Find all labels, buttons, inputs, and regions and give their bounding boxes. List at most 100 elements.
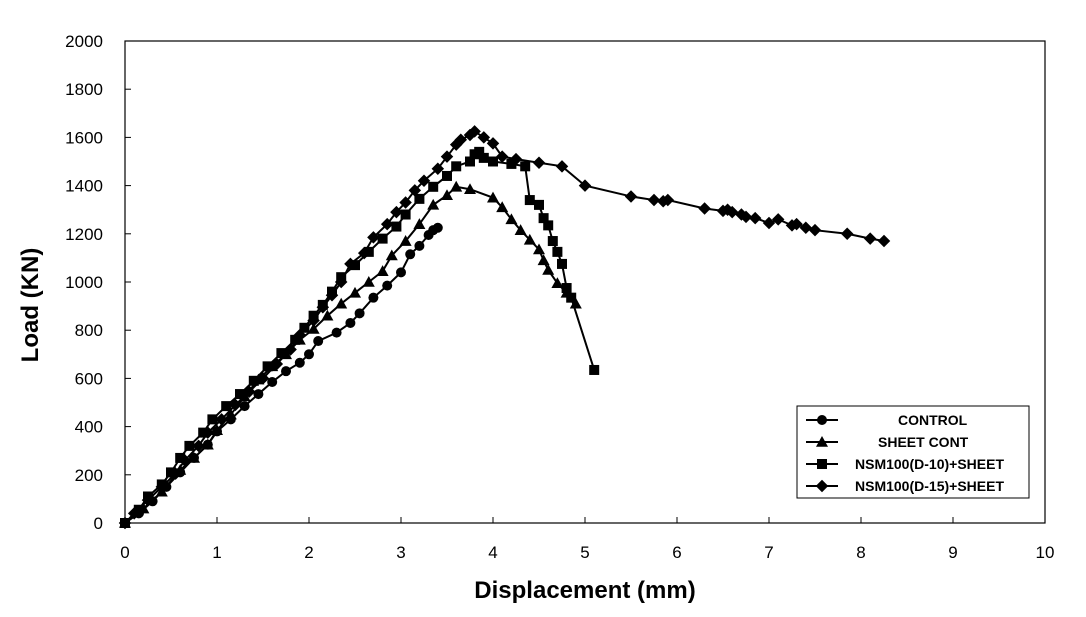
series-4-point	[215, 413, 228, 426]
legend-point	[817, 459, 827, 469]
series-3-point	[207, 414, 218, 425]
x-tick-label: 4	[488, 543, 497, 562]
series-4-point	[624, 190, 638, 203]
series-2-point	[201, 438, 214, 450]
series-3-point	[589, 364, 600, 375]
series-3-point	[543, 220, 554, 231]
y-tick-label: 600	[75, 369, 103, 388]
series-3-point	[538, 213, 549, 224]
legend-box	[796, 405, 1030, 499]
series-4-point	[256, 372, 270, 385]
series-4-point	[334, 275, 348, 289]
series-4-point	[242, 385, 256, 398]
series-4-point	[454, 133, 468, 147]
x-tick-label: 1	[212, 543, 221, 562]
series-1-point	[239, 401, 250, 412]
series-3-point	[520, 161, 531, 172]
series-4-point	[155, 480, 169, 494]
x-tick-label: 2	[304, 543, 313, 562]
series-2-point	[441, 189, 453, 201]
series-1-point	[405, 249, 416, 260]
series-4-point	[877, 234, 891, 248]
series-3-point	[299, 322, 310, 333]
series-3-point	[290, 334, 301, 345]
series-4-point	[307, 314, 320, 327]
legend-label: CONTROL	[898, 412, 968, 428]
x-tick-label: 8	[856, 543, 865, 562]
series-2-point	[514, 224, 527, 235]
series-4-point	[201, 426, 215, 439]
x-axis-title: Displacement (mm)	[474, 577, 695, 604]
y-tick-label: 1400	[65, 177, 103, 196]
y-axis-title: Load (KN)	[17, 248, 44, 363]
series-3-point	[534, 199, 544, 210]
series-4-point	[532, 156, 546, 169]
x-tick-label: 7	[764, 543, 773, 562]
series-1-point	[294, 357, 305, 368]
series-3-point	[377, 233, 388, 244]
legend-label: NSM100(D-10)+SHEET	[855, 456, 1004, 472]
series-2-point	[362, 276, 375, 287]
series-4-point	[141, 493, 155, 507]
series-4-point	[325, 289, 339, 302]
series-4-point	[367, 231, 380, 244]
series-1-point	[354, 308, 365, 319]
series-4-point	[555, 160, 569, 173]
x-tick-label: 0	[120, 543, 129, 562]
series-1-point	[331, 327, 342, 338]
series-2-point	[413, 218, 426, 229]
series-4-point	[863, 232, 877, 245]
series-layer	[118, 125, 891, 530]
y-tick-label: 0	[94, 514, 103, 533]
series-4-point	[748, 211, 762, 225]
y-tick-label: 200	[75, 466, 103, 485]
series-4-point	[270, 357, 284, 371]
series-4-point	[739, 210, 753, 224]
series-2-point	[523, 233, 536, 245]
series-2-point	[376, 265, 389, 276]
series-2-point	[335, 297, 348, 309]
series-3-point	[474, 146, 485, 157]
series-2-point	[542, 263, 555, 275]
series-2-point	[450, 180, 463, 192]
series-1-point	[396, 267, 406, 278]
legend-item: NSM100(D-15)+SHEET	[806, 478, 1004, 494]
series-2-point	[496, 201, 509, 213]
x-tick-label: 9	[948, 543, 957, 562]
series-3-point	[400, 209, 411, 220]
y-tick-label: 1000	[65, 273, 103, 292]
series-4-point	[698, 202, 711, 215]
series-4-point	[293, 328, 307, 342]
series-3-point	[561, 283, 572, 294]
legend-item: SHEET CONT	[806, 434, 969, 450]
x-tick-label: 5	[580, 543, 589, 562]
series-1-point	[253, 389, 264, 400]
legend-item: CONTROL	[806, 412, 968, 428]
series-4-point	[468, 125, 481, 138]
legend-point	[816, 436, 828, 447]
series-3-point	[184, 440, 195, 451]
series-2-point	[533, 243, 545, 255]
series-4-point	[440, 150, 454, 163]
series-1-point	[345, 317, 356, 328]
series-1-point	[267, 377, 278, 388]
series-3-point	[235, 389, 245, 400]
legend-label: SHEET CONT	[878, 434, 969, 450]
series-1-point	[313, 336, 324, 347]
series-2-point	[385, 249, 398, 261]
series-3-point	[547, 236, 558, 247]
series-4-point	[509, 152, 523, 166]
series-3-point	[506, 158, 517, 169]
series-4-point	[118, 516, 132, 530]
series-2-point	[211, 424, 223, 436]
x-axis: 0 1 2 3 4 5 6 7 8 9 10	[120, 517, 1054, 562]
series-2-point	[464, 183, 476, 195]
series-3-point	[276, 348, 287, 359]
series-3-line	[124, 150, 596, 524]
series-4-point	[344, 257, 357, 271]
y-tick-label: 800	[75, 321, 103, 340]
series-4-point	[799, 221, 813, 235]
series-1-point	[368, 292, 379, 303]
x-tick-label: 10	[1036, 543, 1055, 562]
